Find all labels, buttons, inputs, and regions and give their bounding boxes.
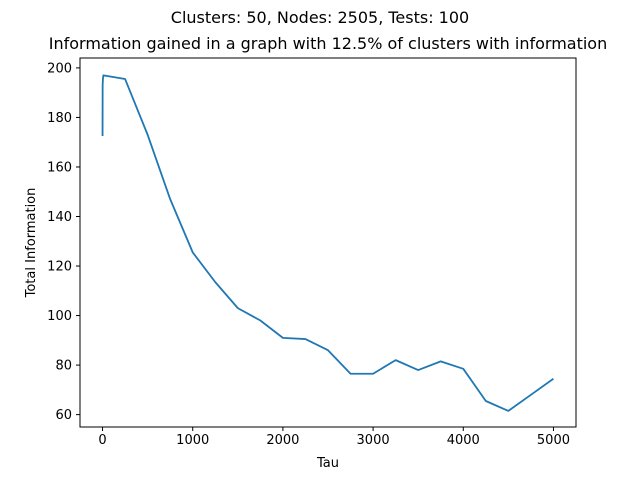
y-tick-label: 60 [55, 408, 72, 423]
y-tick-label: 120 [47, 260, 72, 275]
x-axis: 0 1000 2000 3000 4000 5000 [98, 427, 570, 448]
series-layer [101, 74, 554, 412]
x-tick-label: 3000 [357, 433, 390, 448]
y-axis-label: Total Information [24, 188, 39, 299]
y-tick-label: 100 [47, 309, 72, 324]
chart-suptitle: Clusters: 50, Nodes: 2505, Tests: 100 [171, 8, 469, 27]
x-axis-label: Tau [316, 456, 339, 471]
x-tick-label: 4000 [447, 433, 480, 448]
chart-title: Information gained in a graph with 12.5%… [49, 34, 607, 53]
x-tick-label: 0 [98, 433, 106, 448]
y-tick-label: 180 [47, 111, 72, 126]
y-axis: 60 80 100 120 140 160 180 200 [47, 61, 80, 423]
series-line [101, 74, 554, 412]
y-tick-label: 80 [55, 359, 72, 374]
x-tick-label: 1000 [176, 433, 209, 448]
x-tick-label: 2000 [266, 433, 299, 448]
plot-area [79, 57, 577, 428]
y-tick-label: 200 [47, 61, 72, 76]
y-tick-label: 160 [47, 160, 72, 175]
x-tick-label: 5000 [537, 433, 570, 448]
y-tick-label: 140 [47, 210, 72, 225]
